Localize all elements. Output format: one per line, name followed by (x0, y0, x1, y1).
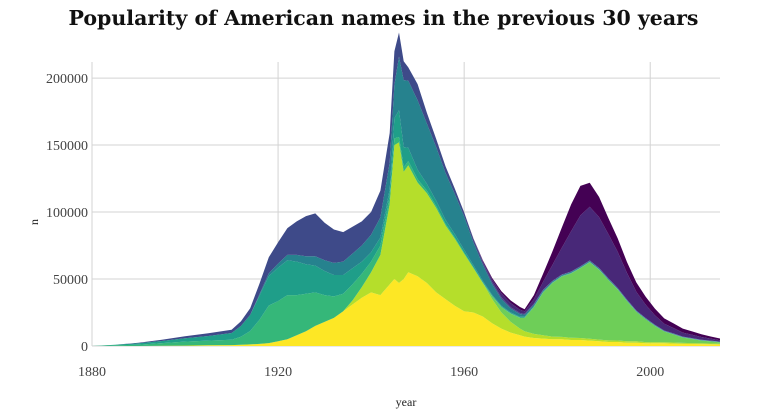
y-tick-label: 0 (81, 340, 88, 355)
area-series-3 (92, 142, 720, 346)
stacked-areas (92, 32, 720, 346)
chart-title: Popularity of American names in the prev… (68, 6, 699, 30)
area-series-1 (92, 272, 720, 346)
x-axis-ticks: 1880 1920 1960 2000 (78, 365, 664, 380)
x-tick-label: 1960 (450, 365, 478, 380)
y-axis-title: n (27, 219, 41, 225)
y-tick-label: 100000 (46, 206, 88, 221)
area-series-5 (92, 110, 720, 346)
area-series-2 (92, 142, 720, 346)
y-tick-label: 200000 (46, 72, 88, 87)
y-axis-ticks: 0 50000 100000 150000 200000 (46, 72, 88, 355)
y-tick-label: 150000 (46, 139, 88, 154)
x-axis-title: year (396, 395, 417, 409)
area-series-8 (92, 32, 720, 346)
x-tick-label: 2000 (636, 365, 664, 380)
x-tick-label: 1920 (264, 365, 292, 380)
area-series-9 (92, 32, 720, 346)
area-series-6 (92, 56, 720, 346)
x-tick-label: 1880 (78, 365, 106, 380)
y-tick-label: 50000 (53, 273, 88, 288)
